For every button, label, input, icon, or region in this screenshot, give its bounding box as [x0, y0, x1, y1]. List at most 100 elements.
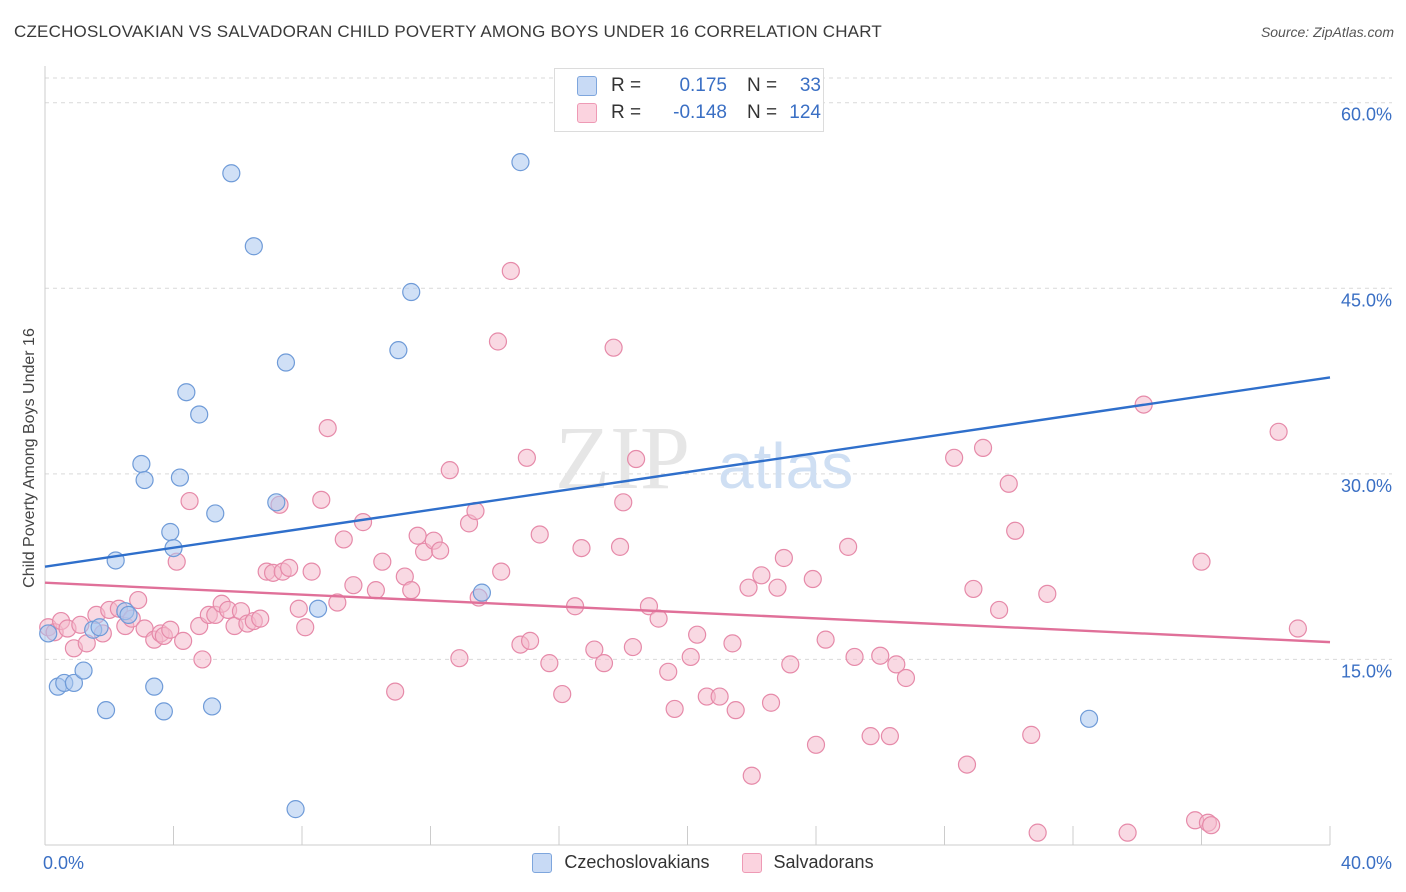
salvadoran-point [553, 684, 572, 704]
salvadoran-point [328, 593, 347, 612]
n-value: 124 [789, 102, 821, 123]
y-tick-label: 15.0% [1341, 661, 1392, 681]
salvadoran-point [945, 448, 964, 467]
stats-row-czechoslovakians: R = 0.175 N = 33 [577, 74, 821, 98]
axis-layer [44, 66, 1331, 846]
czechoslovakian-point [472, 583, 491, 602]
salvadoran-point [1028, 823, 1047, 842]
czechoslovakian-point [74, 661, 93, 680]
salvadoran-point [289, 599, 308, 618]
salvadoran-point [659, 662, 678, 681]
salvadoran-point [781, 655, 800, 674]
salvadoran-point [806, 735, 826, 754]
salvadoran-point [450, 649, 469, 668]
salvadoran-point [688, 625, 707, 644]
czechoslovakian-point [135, 470, 154, 490]
czechoslovakian-point [276, 353, 296, 372]
legend-item-czechoslovakians: Czechoslovakians [532, 852, 710, 873]
salvadoran-point [386, 682, 405, 701]
czechoslovakian-point [119, 605, 138, 625]
salvadoran-point [739, 578, 758, 597]
salvadoran-point [488, 332, 508, 351]
salvadoran-point [665, 699, 684, 719]
czechoslovakian-point [206, 504, 225, 523]
salvadoran-point [774, 548, 793, 568]
salvadoran-point [520, 631, 540, 650]
czechoslovakian-point [244, 237, 263, 256]
salvadoran-point [604, 338, 623, 357]
salvadoran-point [681, 647, 700, 667]
n-value: 33 [799, 75, 821, 96]
salvadoran-point [312, 490, 331, 509]
salvadoran-point [726, 701, 745, 720]
salvadoran-point [302, 562, 321, 581]
trend-layer [44, 376, 1331, 644]
salvadoran-point [408, 526, 427, 545]
salvadoran-point [742, 766, 761, 785]
r-label: R = [611, 75, 642, 96]
salvadoran-point [174, 631, 193, 650]
salvadoran-point [540, 654, 559, 673]
czechoslovakian-point [389, 341, 408, 360]
salvadoran-point [296, 618, 315, 637]
salvadoran-point [366, 581, 385, 600]
salvadoran-point [723, 634, 742, 653]
r-label: R = [611, 102, 642, 123]
czechoslovakian-point [154, 702, 173, 721]
x-tick-label-max: 40.0% [1341, 853, 1392, 873]
watermark-zip: ZIP [555, 409, 690, 508]
salvadoran-point [1118, 823, 1137, 842]
y-tick-label: 30.0% [1341, 476, 1392, 496]
salvadoran-point [344, 576, 363, 595]
salvadoran-point [501, 261, 520, 281]
salvadoran-point [880, 727, 899, 746]
salvadoran-point [614, 493, 633, 512]
stats-row-salvadorans: R = -0.148 N = 124 [577, 101, 821, 125]
salvadoran-point [334, 530, 353, 549]
stats-legend: R = 0.175 N = 33 R = -0.148 N = 124 [554, 68, 824, 132]
salvadoran-point [1006, 521, 1025, 540]
salvadoran-point [752, 566, 771, 585]
salvadoran-point [280, 558, 299, 577]
salvadoran-point [318, 418, 337, 438]
r-value: 0.175 [679, 75, 727, 96]
salvadoran-point [816, 630, 835, 649]
salvadoran-point [999, 474, 1018, 493]
czechoslovakian-point [90, 618, 109, 637]
czechoslovakian-point [177, 383, 196, 402]
salvadoran-point [373, 552, 392, 571]
czechoslovakian-point [511, 153, 530, 172]
salvadoran-point [585, 640, 604, 659]
pink-swatch [577, 103, 597, 123]
salvadoran-point [623, 637, 642, 657]
grid-layer [45, 77, 1392, 660]
czechoslovakian-point [222, 164, 241, 183]
watermark-atlas: atlas [718, 430, 853, 502]
salvadoran-point [626, 449, 646, 469]
salvadoran-point [861, 727, 880, 746]
czechoslovakian-point [190, 405, 209, 424]
salvadoran-trend-line [44, 581, 1331, 644]
y-tick-label: 45.0% [1341, 290, 1392, 310]
salvadoran-point [492, 562, 511, 581]
czechoslovakian-point [170, 468, 190, 487]
blue-swatch [577, 76, 597, 96]
czechoslovakian-point [145, 677, 164, 696]
salvadoran-point [957, 755, 977, 774]
czechoslovakian-point [286, 800, 305, 819]
points-layer [39, 153, 1307, 842]
salvadoran-point [353, 513, 373, 532]
blue-swatch [532, 852, 553, 873]
czechoslovakian-point [161, 522, 180, 542]
salvadoran-point [161, 620, 180, 639]
czechoslovakian-point [202, 697, 222, 716]
n-label: N = [747, 102, 778, 123]
salvadoran-point [440, 461, 459, 480]
n-label: N = [747, 75, 778, 96]
czechoslovakian-point [64, 673, 84, 693]
salvadoran-point [1022, 725, 1041, 744]
salvadoran-point [594, 654, 614, 673]
legend-label: Czechoslovakians [564, 852, 710, 872]
salvadoran-point [973, 438, 993, 457]
